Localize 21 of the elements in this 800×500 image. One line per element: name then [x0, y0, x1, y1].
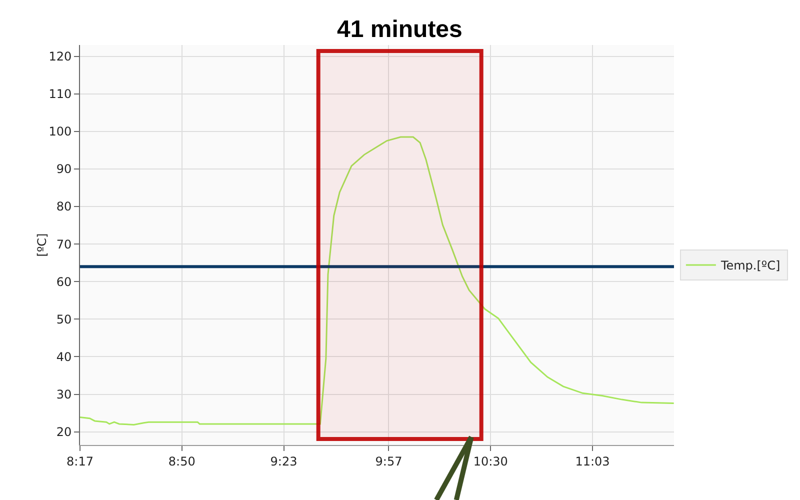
line-series: [80, 136, 674, 426]
x-tick-label: 8:17: [66, 454, 94, 468]
y-axis-title: [ºC]: [35, 233, 49, 257]
x-tick-label: 9:57: [375, 454, 402, 468]
x-tick-label: 9:23: [270, 454, 298, 468]
legend-label: Temp.[ºC]: [720, 258, 780, 273]
x-tick-label: 11:03: [575, 454, 610, 468]
band-label: 41 minutes: [337, 16, 462, 43]
y-tick-label: 30: [56, 388, 72, 402]
y-tick-label: 80: [56, 200, 72, 214]
y-tick-label: 100: [48, 124, 72, 139]
y-tick-label: 50: [56, 312, 72, 326]
y-tick-label: 120: [48, 49, 72, 64]
y-tick-label: 70: [56, 237, 72, 252]
y-tick-label: 40: [56, 350, 72, 364]
x-tick-label: 8:50: [168, 454, 196, 468]
y-tick-label: 90: [56, 162, 72, 176]
y-tick-label: 60: [56, 274, 72, 289]
x-tick-label: 10:30: [473, 454, 508, 468]
y-tick-label: 20: [56, 425, 72, 440]
y-tick-label: 110: [48, 87, 72, 102]
